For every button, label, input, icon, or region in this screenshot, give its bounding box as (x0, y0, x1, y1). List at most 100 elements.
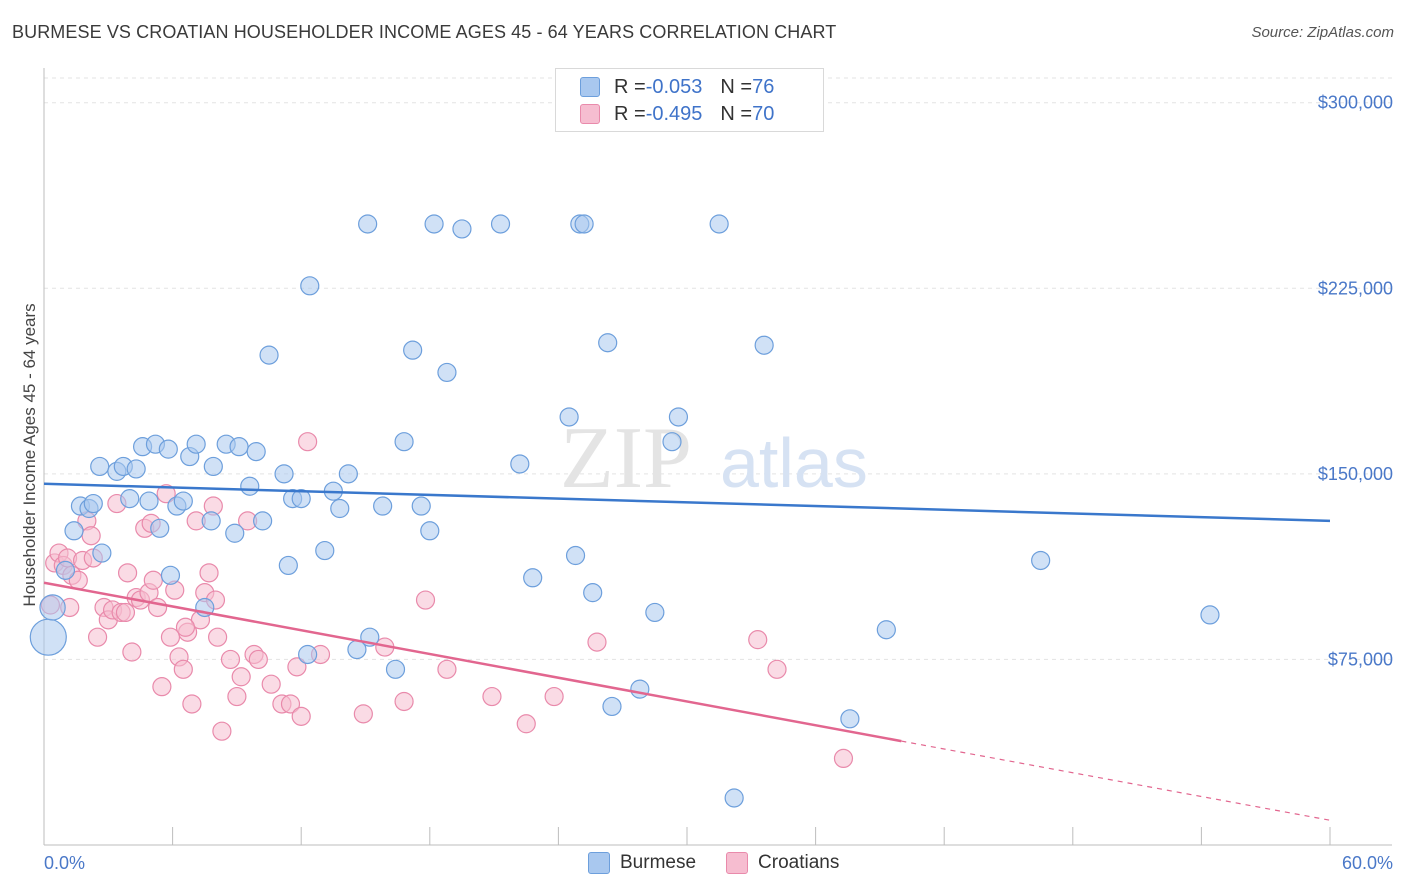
burmese-point (83, 493, 103, 514)
burmese-point (240, 476, 260, 496)
y-tick-label: $150,000 (1318, 464, 1393, 484)
burmese-point (452, 219, 472, 239)
burmese-point (876, 620, 896, 640)
burmese-point (420, 521, 440, 541)
burmese-point (90, 456, 110, 477)
burmese-point (291, 489, 311, 509)
croatian-point (212, 721, 232, 741)
croatian-point (833, 748, 854, 769)
legend-row-croatians: R = -0.495 N = 70 (580, 102, 774, 126)
burmese-point (120, 489, 140, 509)
burmese-point (523, 568, 543, 588)
burmese-point (490, 214, 511, 234)
croatian-point (182, 694, 202, 714)
y-axis-tick-labels: $75,000 $150,000 $225,000 $300,000 (1318, 93, 1393, 670)
croatian-point (394, 691, 414, 712)
croatian-point (248, 649, 268, 670)
burmese-point (315, 540, 335, 561)
burmese-legend-swatch (588, 852, 610, 874)
croatians-legend-swatch (726, 852, 749, 874)
burmese-point (724, 788, 744, 808)
burmese-point (186, 434, 206, 454)
legend-n-value: 76 (752, 75, 775, 98)
watermark-atlas: atlas (720, 424, 868, 502)
burmese-point (709, 214, 729, 234)
croatian-point (261, 674, 281, 694)
croatian-point (175, 617, 196, 637)
croatian-point (544, 686, 564, 707)
y-tick-label: $75,000 (1328, 649, 1393, 669)
croatian-point (287, 657, 307, 677)
burmese-point (358, 214, 378, 234)
burmese-point (278, 555, 298, 576)
x-axis-tick-labels: 0.0% 60.0% (44, 853, 1393, 873)
x-tick-label: 0.0% (44, 853, 85, 873)
legend-r-label: R = (614, 75, 646, 98)
croatians-swatch (580, 104, 600, 124)
burmese-point (662, 432, 682, 452)
burmese-point (160, 565, 181, 585)
croatian-point (156, 484, 176, 504)
croatian-point (143, 570, 163, 590)
burmese-point (158, 439, 178, 459)
croatian-point (280, 694, 301, 714)
burmese-point (64, 521, 84, 541)
croatian-point (516, 714, 536, 734)
burmese-point (39, 594, 66, 621)
y-axis-title: Householder Income Ages 45 - 64 years (20, 303, 39, 606)
burmese-point (510, 454, 530, 474)
y-tick-label: $300,000 (1318, 93, 1393, 113)
burmese-point (246, 442, 266, 462)
croatian-point (298, 432, 318, 452)
burmese-point (385, 659, 406, 679)
croatians-legend-label: Croatians (758, 852, 840, 873)
legend-n-label: N = (720, 75, 753, 98)
burmese-point (139, 491, 159, 511)
croatian-point (227, 686, 247, 707)
burmese-point (411, 496, 431, 516)
burmese-point (645, 602, 665, 623)
croatian-point (115, 602, 136, 623)
burmese-point (840, 709, 860, 729)
axes (43, 68, 1392, 846)
burmese-points (29, 214, 1220, 808)
legend-item-croatians[interactable]: Croatians (726, 852, 839, 874)
trend-lines (43, 482, 1331, 821)
burmese-point (201, 511, 221, 531)
burmese-point (55, 560, 76, 580)
chart-title: BURMESE VS CROATIAN HOUSEHOLDER INCOME A… (12, 22, 837, 42)
burmese-point (225, 523, 245, 543)
burmese-point (602, 696, 622, 717)
legend-r-value: -0.053 (645, 75, 703, 98)
burmese-point (1031, 550, 1051, 571)
croatian-point (482, 686, 502, 707)
croatian-point (199, 563, 219, 583)
burmese-point (229, 437, 249, 457)
croatian-point (87, 627, 108, 647)
burmese-point (126, 459, 146, 479)
croatian-point (117, 563, 138, 583)
croatian-point (437, 659, 457, 679)
burmese-point (559, 407, 579, 427)
gridlines (44, 77, 1392, 660)
croatian-point (81, 526, 101, 546)
burmese-point (583, 583, 603, 603)
x-tick-label: 60.0% (1342, 853, 1393, 873)
series-legend: Burmese Croatians (588, 852, 869, 874)
legend-item-burmese[interactable]: Burmese (588, 852, 696, 874)
legend-n-label: N = (720, 102, 753, 125)
burmese-point (394, 432, 414, 452)
watermark-zip: ZIP (560, 410, 692, 507)
burmese-point (29, 618, 67, 656)
croatian-point (152, 677, 172, 697)
burmese-point (437, 362, 457, 383)
croatian-point (587, 632, 607, 652)
burmese-point (150, 518, 170, 538)
burmese-swatch (580, 77, 600, 97)
burmese-point (630, 679, 650, 699)
burmese-point (259, 345, 279, 365)
burmese-point (1200, 605, 1220, 625)
croatian-point (220, 649, 241, 670)
croatian-point (415, 590, 436, 610)
